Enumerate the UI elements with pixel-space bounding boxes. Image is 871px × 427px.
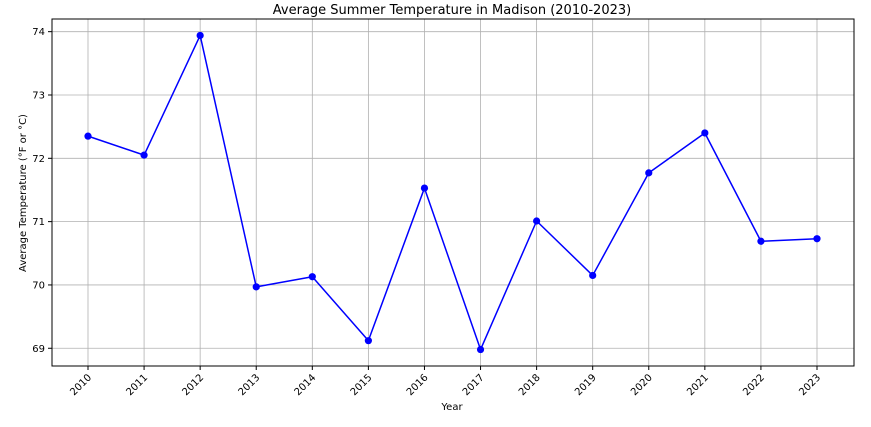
data-point	[84, 132, 92, 140]
y-tick-label: 69	[32, 344, 45, 355]
data-point	[701, 129, 709, 137]
data-point	[476, 345, 485, 354]
plot-frame	[51, 18, 855, 367]
y-tick-label: 73	[32, 90, 45, 101]
y-tick-label: 72	[32, 154, 45, 165]
data-point	[364, 337, 372, 345]
data-point	[140, 151, 148, 159]
data-point	[252, 283, 260, 291]
y-tick-label: 71	[32, 217, 45, 228]
data-point	[308, 273, 316, 281]
chart-title: Average Summer Temperature in Madison (2…	[273, 3, 631, 18]
data-point	[420, 184, 429, 192]
y-tick-label: 70	[32, 280, 45, 291]
y-tick-label: 74	[32, 27, 45, 38]
x-axis-label: Year	[440, 402, 463, 413]
y-axis-label: Average Temperature (°F or °C)	[18, 114, 29, 272]
data-point	[196, 31, 204, 40]
data-point	[533, 217, 541, 225]
data-point	[645, 169, 653, 177]
data-point	[589, 271, 597, 280]
data-point	[813, 235, 821, 243]
series-line	[87, 34, 818, 351]
data-point	[757, 237, 765, 245]
